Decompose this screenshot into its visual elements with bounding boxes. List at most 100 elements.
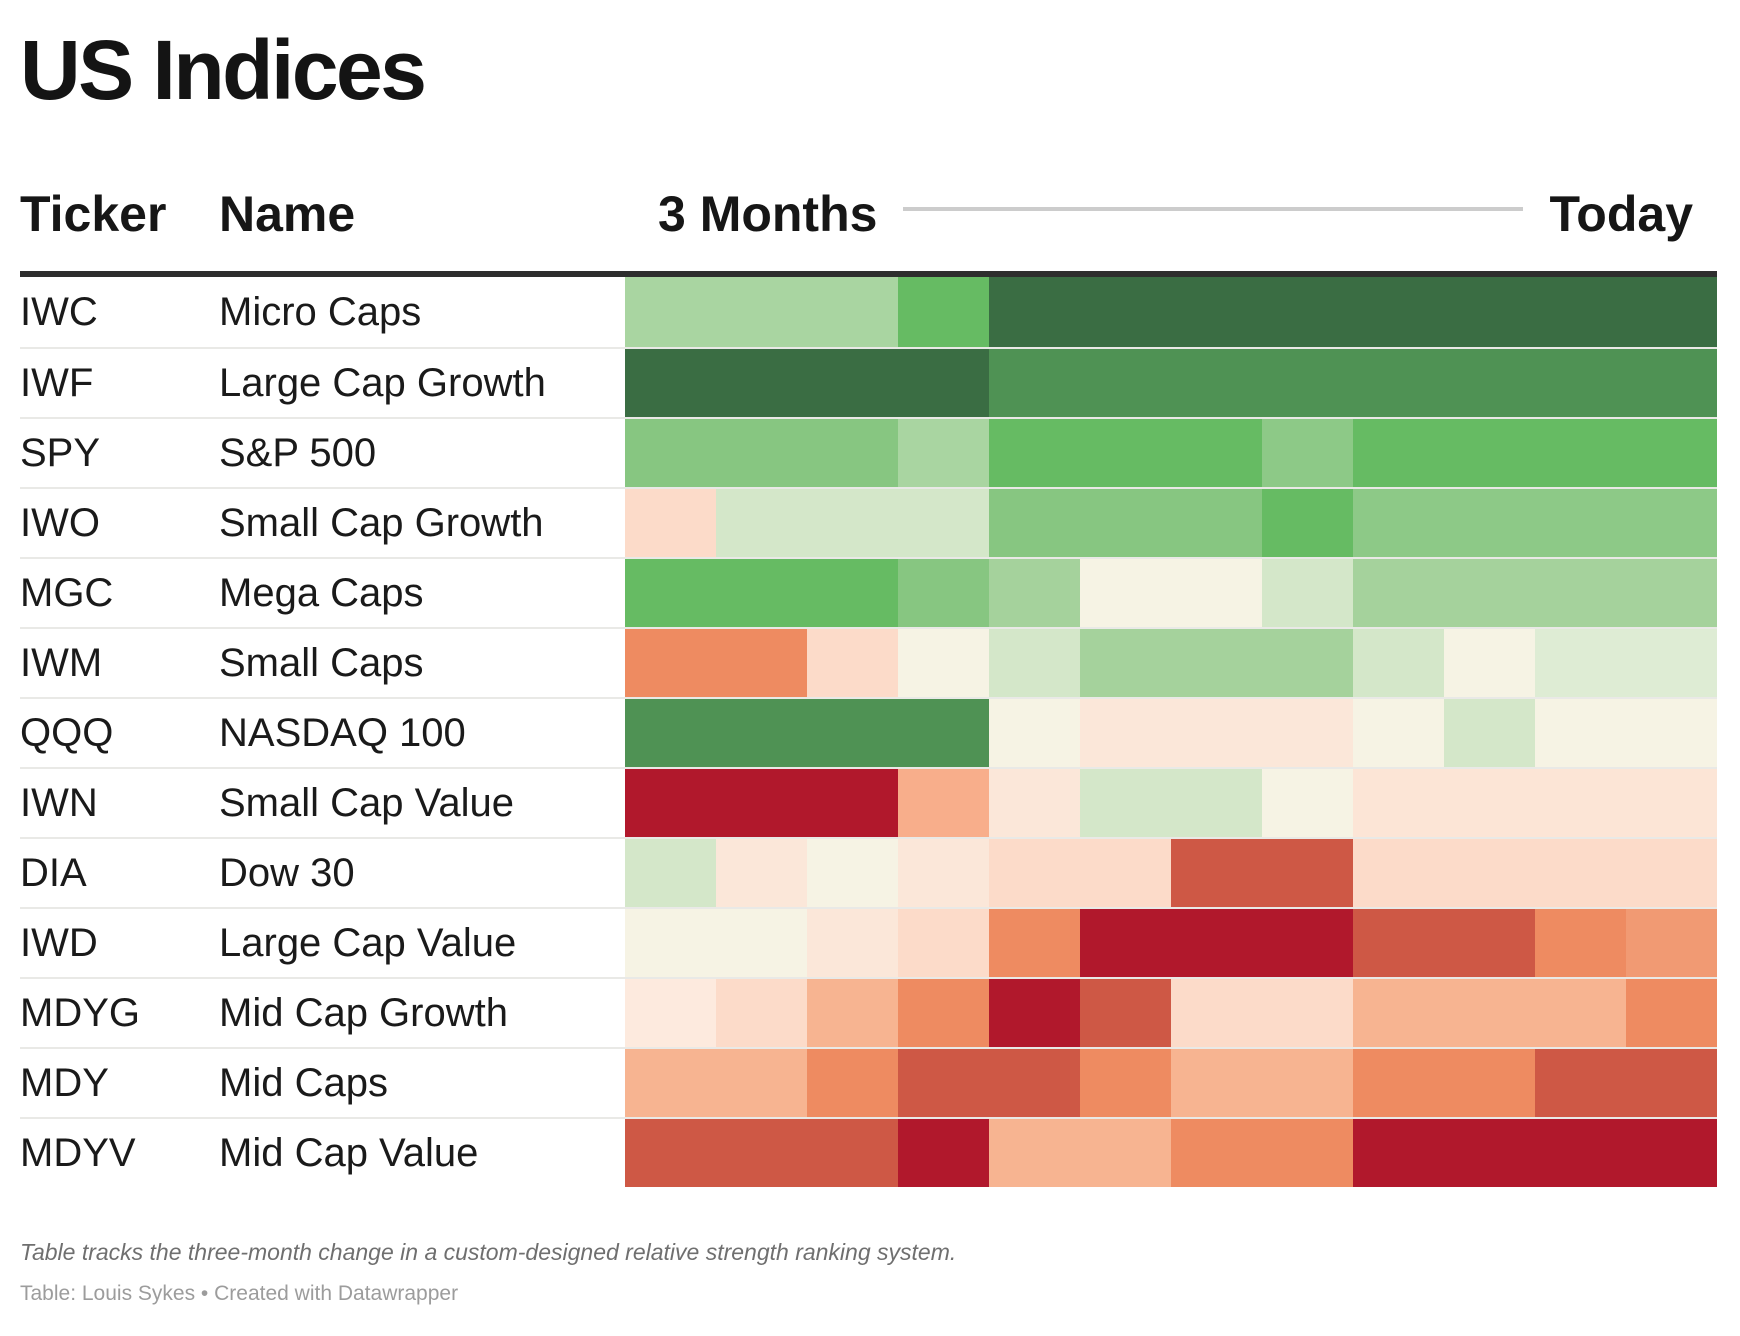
heatmap-cell xyxy=(716,349,807,418)
heatmap-cell xyxy=(1626,489,1717,558)
heatmap-cell xyxy=(1353,909,1444,978)
table-row-mdyv: MDYV Mid Cap Value xyxy=(20,1117,1717,1188)
heatmap-cell xyxy=(625,1119,716,1188)
heatmap-cell xyxy=(625,419,716,488)
heatmap-cell xyxy=(807,419,898,488)
ticker-cell: QQQ xyxy=(20,710,114,755)
heatmap-cell xyxy=(1444,559,1535,628)
heatmap-cell xyxy=(1171,699,1262,768)
ticker-cell: DIA xyxy=(20,850,87,895)
heatmap-cell xyxy=(807,629,898,698)
ticker-cell: IWF xyxy=(20,360,94,405)
heatmap-cell xyxy=(1535,1049,1626,1118)
heatmap-row-cells xyxy=(625,1049,1717,1118)
heatmap-cell xyxy=(1171,629,1262,698)
heatmap-cell xyxy=(989,1119,1080,1188)
heatmap-cell xyxy=(1262,1119,1353,1188)
ticker-cell: IWO xyxy=(20,500,100,545)
heatmap-row-cells xyxy=(625,909,1717,978)
heatmap-cell xyxy=(1262,979,1353,1048)
scale-end-label: Today xyxy=(1549,186,1693,243)
table-row-iwc: IWC Micro Caps xyxy=(20,277,1717,348)
heatmap-cell xyxy=(1353,277,1444,348)
heatmap-cell xyxy=(1080,489,1171,558)
heatmap-cell xyxy=(1353,559,1444,628)
heatmap-row-cells xyxy=(625,277,1717,348)
ticker-cell: IWM xyxy=(20,640,103,685)
name-cell: Small Caps xyxy=(219,640,424,685)
heatmap-cell xyxy=(1444,1049,1535,1118)
heatmap-cell xyxy=(1353,1119,1444,1188)
table-row-mdyg: MDYG Mid Cap Growth xyxy=(20,977,1717,1048)
heatmap-cell xyxy=(1080,839,1171,908)
heatmap-cell xyxy=(1080,349,1171,418)
heatmap-cell xyxy=(1535,909,1626,978)
ticker-cell: MGC xyxy=(20,570,114,615)
datawrapper-table: US Indices Ticker Name 3 Months Today IW… xyxy=(0,25,1740,1306)
heatmap-cell xyxy=(1262,277,1353,348)
heatmap-cell xyxy=(1171,769,1262,838)
heatmap-cell xyxy=(1444,839,1535,908)
heatmap-cell xyxy=(1080,1119,1171,1188)
heatmap-cell xyxy=(989,979,1080,1048)
heatmap-cell xyxy=(1535,489,1626,558)
name-cell: Mega Caps xyxy=(219,570,424,615)
ticker-column-header: Ticker xyxy=(20,186,167,243)
heatmap-row-cells xyxy=(625,629,1717,698)
heatmap-cell xyxy=(716,979,807,1048)
heatmap-cell xyxy=(716,769,807,838)
heatmap-row-cells xyxy=(625,699,1717,768)
heatmap-cell xyxy=(1262,1049,1353,1118)
name-column-header: Name xyxy=(219,186,356,243)
table-row-iwo: IWO Small Cap Growth xyxy=(20,487,1717,558)
heatmap-cell xyxy=(1535,559,1626,628)
table-row-iwd: IWD Large Cap Value xyxy=(20,907,1717,978)
heatmap-cell xyxy=(807,699,898,768)
heatmap-cell xyxy=(716,1119,807,1188)
name-cell: Mid Caps xyxy=(219,1060,388,1105)
heatmap-cell xyxy=(1353,419,1444,488)
heatmap-cell xyxy=(1535,839,1626,908)
heatmap-cell xyxy=(1535,769,1626,838)
heatmap-cell xyxy=(625,909,716,978)
heatmap-cell xyxy=(989,909,1080,978)
heatmap-row-cells xyxy=(625,419,1717,488)
heatmap-cell xyxy=(898,1049,989,1118)
name-cell: Small Cap Value xyxy=(219,780,514,825)
heatmap-cell xyxy=(1444,699,1535,768)
heatmap-cell xyxy=(1353,979,1444,1048)
ticker-cell: SPY xyxy=(20,430,101,475)
heatmap-cell xyxy=(1444,629,1535,698)
heatmap-cell xyxy=(1262,699,1353,768)
heatmap-cell xyxy=(898,419,989,488)
ticker-cell: IWN xyxy=(20,780,98,825)
name-cell: Small Cap Growth xyxy=(219,500,544,545)
heatmap-cell xyxy=(1353,1049,1444,1118)
heatmap-cell xyxy=(1262,419,1353,488)
heatmap-cell xyxy=(898,909,989,978)
heatmap-cell xyxy=(1444,419,1535,488)
heatmap-row-cells xyxy=(625,489,1717,558)
header-rule xyxy=(20,271,1717,278)
heatmap-cell xyxy=(1080,769,1171,838)
ticker-cell: IWC xyxy=(20,289,98,334)
heatmap-cell xyxy=(807,277,898,348)
heatmap-cell xyxy=(989,839,1080,908)
table-row-iwn: IWN Small Cap Value xyxy=(20,767,1717,838)
heatmap-cell xyxy=(1262,489,1353,558)
table-row-iwf: IWF Large Cap Growth xyxy=(20,347,1717,418)
heatmap-cell xyxy=(989,277,1080,348)
heatmap-cell xyxy=(1080,559,1171,628)
heatmap-cell xyxy=(1080,1049,1171,1118)
column-headers: Ticker Name 3 Months Today xyxy=(20,187,1717,242)
heatmap-cell xyxy=(1171,349,1262,418)
heatmap-cell xyxy=(1353,629,1444,698)
heatmap-cell xyxy=(1080,419,1171,488)
ticker-cell: IWD xyxy=(20,920,98,965)
scale-start-label: 3 Months xyxy=(658,186,878,243)
heatmap-cell xyxy=(1171,979,1262,1048)
heatmap-cell xyxy=(898,629,989,698)
name-cell: Large Cap Growth xyxy=(219,360,546,405)
heatmap-cell xyxy=(1171,1049,1262,1118)
heatmap-cell xyxy=(1171,489,1262,558)
